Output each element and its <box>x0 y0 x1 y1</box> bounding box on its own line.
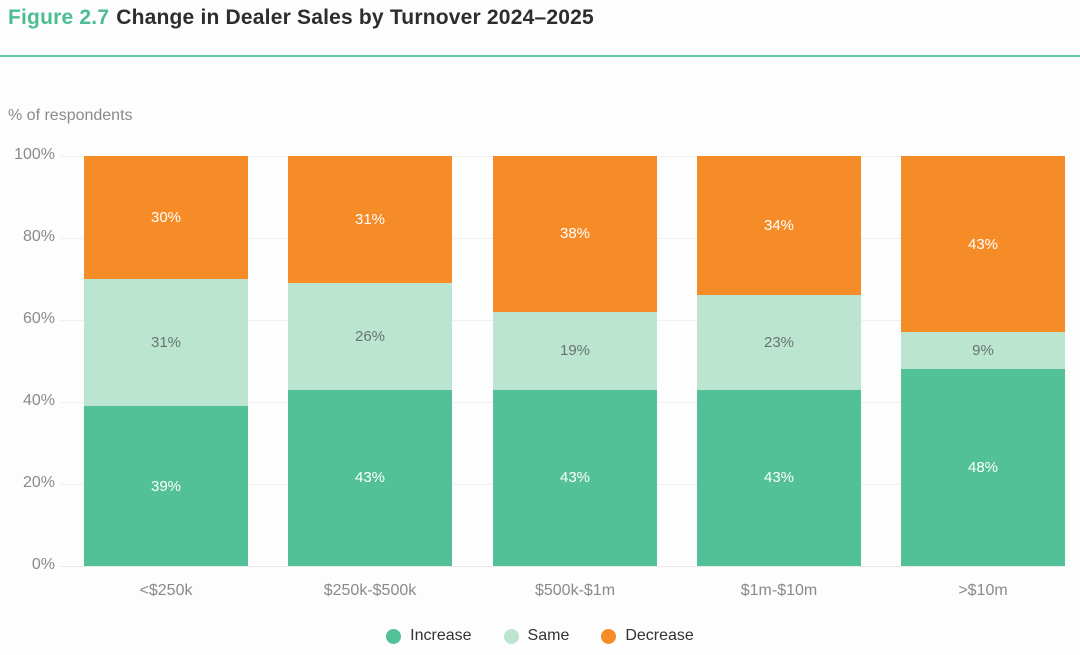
segment-value-label: 43% <box>763 469 795 487</box>
stacked-bar-2: 43% 26% 31% <box>288 156 452 566</box>
segment-value-label: 43% <box>354 469 386 487</box>
segment-value-label: 23% <box>763 334 795 352</box>
legend-item-increase: Increase <box>386 627 472 645</box>
x-axis-label: $1m-$10m <box>740 582 818 599</box>
figure-number: Figure 2.7 <box>8 6 110 29</box>
title-divider <box>0 55 1080 57</box>
legend-label: Decrease <box>625 627 694 644</box>
bar-segment-decrease: 34% <box>697 156 861 296</box>
figure-header: Figure 2.7 Change in Dealer Sales by Turn… <box>8 6 594 30</box>
stacked-bar-4: 43% 23% 34% <box>697 156 861 566</box>
bar-segment-same: 31% <box>84 279 248 407</box>
figure-title: Change in Dealer Sales by Turnover 2024–… <box>116 6 594 29</box>
y-tick-label: 0% <box>31 556 55 573</box>
x-axis-label: >$10m <box>958 582 1008 599</box>
stacked-bar-5: 48% 9% 43% <box>901 156 1065 566</box>
y-tick-label: 60% <box>22 310 55 327</box>
bar-segment-same: 26% <box>288 283 452 390</box>
segment-value-label: 38% <box>559 225 591 243</box>
bar-segment-decrease: 38% <box>493 156 657 312</box>
segment-value-label: 31% <box>150 334 182 352</box>
segment-value-label: 39% <box>150 477 182 495</box>
x-axis-label: <$250k <box>139 582 193 599</box>
y-tick-label: 40% <box>22 392 55 409</box>
legend-item-decrease: Decrease <box>601 627 694 645</box>
segment-value-label: 19% <box>559 342 591 360</box>
segment-value-label: 31% <box>354 211 386 229</box>
legend-swatch-increase <box>386 628 402 644</box>
bar-segment-same: 19% <box>493 311 657 390</box>
segment-value-label: 34% <box>763 217 795 235</box>
bar-segment-decrease: 31% <box>288 156 452 284</box>
x-axis-label: $500k-$1m <box>534 582 616 599</box>
legend-swatch-same <box>503 628 519 644</box>
segment-value-label: 48% <box>967 459 999 477</box>
chart-plot-area: 39% 31% 30% 43% 26% 31% 43% 19% 38% 43% 23% 34% 48% 9… <box>0 156 1080 567</box>
bar-segment-increase: 39% <box>84 406 248 566</box>
legend-swatch-decrease <box>601 628 617 644</box>
bar-segment-increase: 43% <box>697 389 861 566</box>
bar-segment-same: 23% <box>697 295 861 390</box>
stacked-bar-1: 39% 31% 30% <box>84 156 248 566</box>
segment-value-label: 30% <box>150 209 182 227</box>
chart-legend: Increase Same Decrease <box>0 627 1080 645</box>
bar-segment-decrease: 43% <box>901 156 1065 333</box>
legend-item-same: Same <box>503 627 570 645</box>
bar-segment-increase: 48% <box>901 369 1065 566</box>
y-axis-unit-label: % of respondents <box>8 107 133 124</box>
segment-value-label: 26% <box>354 327 386 345</box>
legend-label: Same <box>527 627 570 644</box>
bar-segment-increase: 43% <box>288 389 452 566</box>
segment-value-label: 43% <box>967 235 999 253</box>
segment-value-label: 43% <box>559 469 591 487</box>
bar-segment-increase: 43% <box>493 389 657 566</box>
y-tick-label: 100% <box>14 146 55 163</box>
y-tick-label: 20% <box>22 474 55 491</box>
bar-segment-same: 9% <box>901 332 1065 370</box>
x-axis-label: $250k-$500k <box>323 582 417 599</box>
legend-label: Increase <box>410 627 472 644</box>
stacked-bar-3: 43% 19% 38% <box>493 156 657 566</box>
gridline <box>60 566 1064 567</box>
segment-value-label: 9% <box>972 342 994 360</box>
y-tick-label: 80% <box>22 228 55 245</box>
bar-segment-decrease: 30% <box>84 156 248 280</box>
